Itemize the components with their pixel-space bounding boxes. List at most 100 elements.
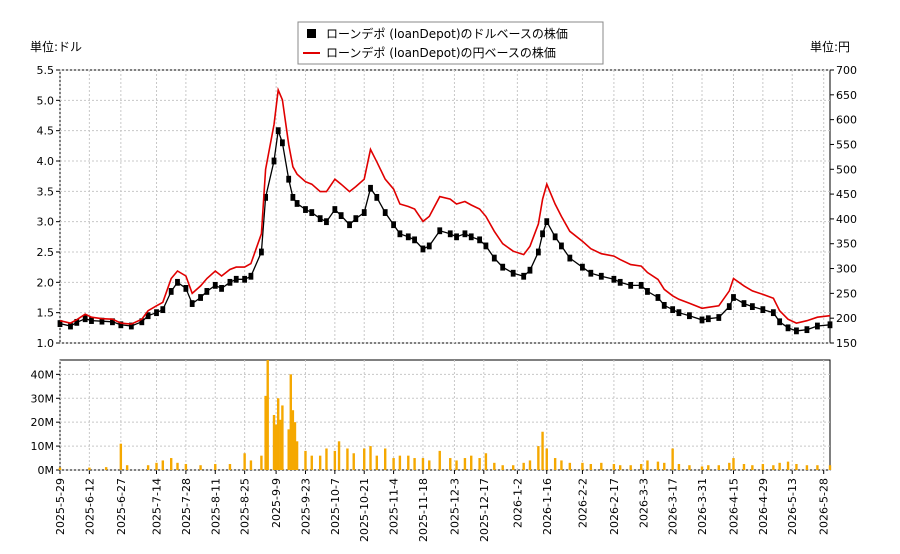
- usd-candle: [462, 230, 468, 238]
- usd-candle: [374, 193, 380, 201]
- legend-usd-label: ローンデポ (loanDepot)のドルベースの株価: [326, 26, 568, 41]
- x-tick-label: 2025-10-21: [358, 478, 371, 542]
- volume-bar: [805, 465, 809, 470]
- y-left-tick-label: 2.5: [37, 246, 55, 259]
- usd-candle: [233, 275, 239, 283]
- y-left-tick-label: 1.0: [37, 337, 55, 350]
- y-right-tick-label: 400: [836, 213, 857, 226]
- usd-candle: [317, 215, 323, 223]
- volume-bar: [761, 464, 765, 470]
- usd-candle: [540, 230, 545, 238]
- x-tick-label: 2025-6-27: [115, 478, 128, 535]
- volume-bar: [663, 462, 666, 470]
- usd-candle: [154, 309, 159, 317]
- volume-bar: [795, 464, 798, 470]
- legend-jpy-label: ローンデポ (loanDepot)の円ベースの株価: [326, 45, 556, 60]
- usd-candle: [611, 275, 617, 283]
- volume-bar: [384, 448, 387, 470]
- usd-candle: [716, 314, 722, 321]
- usd-candle: [290, 193, 296, 201]
- volume-bar: [612, 464, 616, 470]
- volume-tick-label: 20M: [31, 416, 55, 429]
- usd-candle: [477, 236, 483, 244]
- volume-bar: [352, 453, 355, 470]
- volume-bar: [264, 395, 267, 470]
- usd-candle: [183, 284, 189, 292]
- volume-bar: [310, 455, 313, 470]
- usd-candle: [552, 233, 558, 241]
- usd-candle: [279, 139, 285, 147]
- usd-candle: [705, 315, 711, 323]
- usd-candle: [500, 263, 506, 271]
- usd-candle: [168, 288, 174, 295]
- volume-bar: [289, 374, 292, 470]
- usd-candle: [785, 324, 791, 332]
- volume-bar: [260, 455, 263, 470]
- usd-candle: [324, 218, 329, 226]
- usd-candle: [118, 321, 124, 329]
- usd-candle: [580, 263, 585, 271]
- volume-bar: [728, 462, 731, 470]
- volume-bar: [199, 465, 202, 470]
- volume-bar: [161, 460, 165, 470]
- volume-bar: [778, 462, 781, 470]
- usd-candle: [617, 278, 623, 286]
- volume-bar: [58, 467, 62, 470]
- volume-tick-label: 10M: [31, 440, 55, 453]
- usd-candle: [368, 184, 373, 192]
- volume-bar: [732, 458, 735, 470]
- usd-candle: [294, 200, 300, 207]
- y-left-tick-label: 4.0: [37, 155, 55, 168]
- usd-candle: [227, 278, 233, 286]
- usd-candle: [588, 269, 594, 277]
- usd-candle: [760, 306, 766, 314]
- x-tick-label: 2026-4-29: [757, 478, 770, 535]
- volume-bar: [272, 415, 276, 470]
- usd-candle: [212, 281, 218, 289]
- usd-candle: [426, 242, 432, 250]
- y-right-tick-label: 300: [836, 263, 857, 276]
- volume-bar: [293, 422, 297, 470]
- volume-bar: [413, 458, 416, 470]
- legend-box: [297, 21, 604, 65]
- volume-bar: [184, 464, 188, 470]
- volume-bar: [333, 450, 337, 470]
- volume-bar: [104, 467, 108, 470]
- usd-candle: [412, 236, 417, 244]
- usd-candle: [391, 221, 396, 229]
- usd-candle: [827, 321, 833, 329]
- usd-candle: [303, 206, 308, 213]
- y-left-tick-label: 2.0: [37, 276, 55, 289]
- volume-bar: [369, 446, 372, 470]
- x-tick-label: 2026-5-28: [818, 478, 831, 535]
- volume-bar: [438, 450, 441, 470]
- usd-candle: [527, 266, 533, 274]
- usd-candle: [483, 242, 489, 250]
- usd-candle: [271, 157, 277, 165]
- volume-bar: [398, 455, 402, 470]
- usd-candle: [804, 326, 810, 334]
- x-tick-label: 2025-10-7: [329, 478, 342, 535]
- volume-bar: [816, 465, 819, 470]
- volume-bar: [88, 467, 91, 470]
- usd-candle: [219, 284, 224, 292]
- y-left-tick-label: 1.5: [37, 307, 55, 320]
- x-tick-label: 2025-9-23: [299, 478, 312, 535]
- volume-bar: [742, 464, 746, 470]
- volume-bar: [455, 460, 458, 470]
- usd-candle: [347, 221, 352, 229]
- volume-bar: [325, 448, 328, 470]
- volume-bar: [618, 465, 622, 470]
- volume-bar: [119, 443, 123, 470]
- usd-candle: [397, 230, 403, 238]
- usd-candle: [353, 215, 359, 223]
- x-tick-label: 2025-9-9: [270, 478, 283, 528]
- x-tick-label: 2025-11-18: [417, 478, 430, 542]
- volume-bar: [541, 431, 544, 470]
- volume-bar: [470, 455, 473, 470]
- usd-candle: [726, 303, 732, 311]
- volume-bar: [581, 462, 584, 470]
- usd-candle: [259, 248, 264, 256]
- usd-candle: [670, 306, 676, 314]
- usd-candle: [749, 303, 755, 311]
